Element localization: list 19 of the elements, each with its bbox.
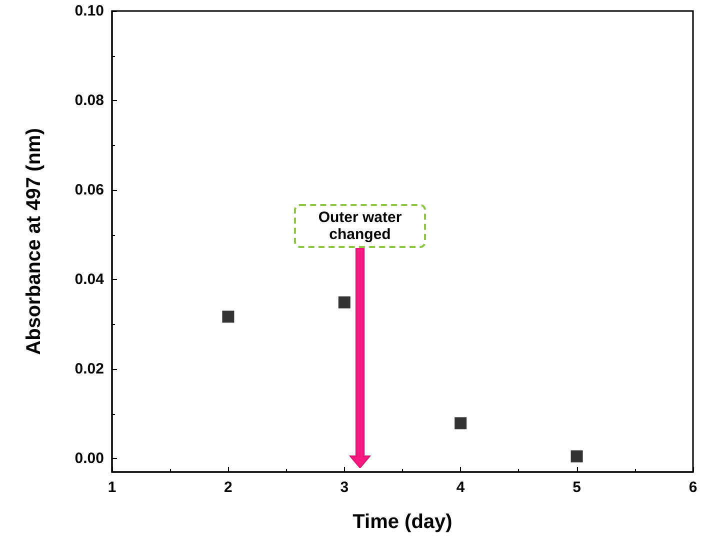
x-tick-label: 2 bbox=[224, 479, 232, 496]
y-tick-label: 0.10 bbox=[74, 2, 104, 20]
x-tick-label: 3 bbox=[340, 479, 349, 496]
x-tick-label: 1 bbox=[108, 479, 116, 496]
point bbox=[570, 450, 583, 462]
y-axis-title: Absorbance at 497 (nm) bbox=[23, 128, 45, 355]
point bbox=[222, 310, 234, 323]
x-tick-label: 4 bbox=[456, 479, 466, 496]
x-tick-label: 6 bbox=[688, 479, 698, 496]
y-tick-label: 0.04 bbox=[74, 271, 105, 288]
x-axis-title: Time (day) bbox=[352, 511, 452, 533]
y-tick-label: 0.02 bbox=[74, 360, 104, 378]
x-tick-label: 5 bbox=[572, 479, 581, 496]
dashed-callout-box: Outer water changed bbox=[294, 204, 426, 248]
point bbox=[338, 296, 350, 308]
y-tick-label: 0.00 bbox=[74, 450, 104, 468]
y-tick-label: 0.08 bbox=[74, 92, 104, 110]
point bbox=[454, 417, 467, 430]
y-tick-label: 0.06 bbox=[74, 182, 104, 199]
